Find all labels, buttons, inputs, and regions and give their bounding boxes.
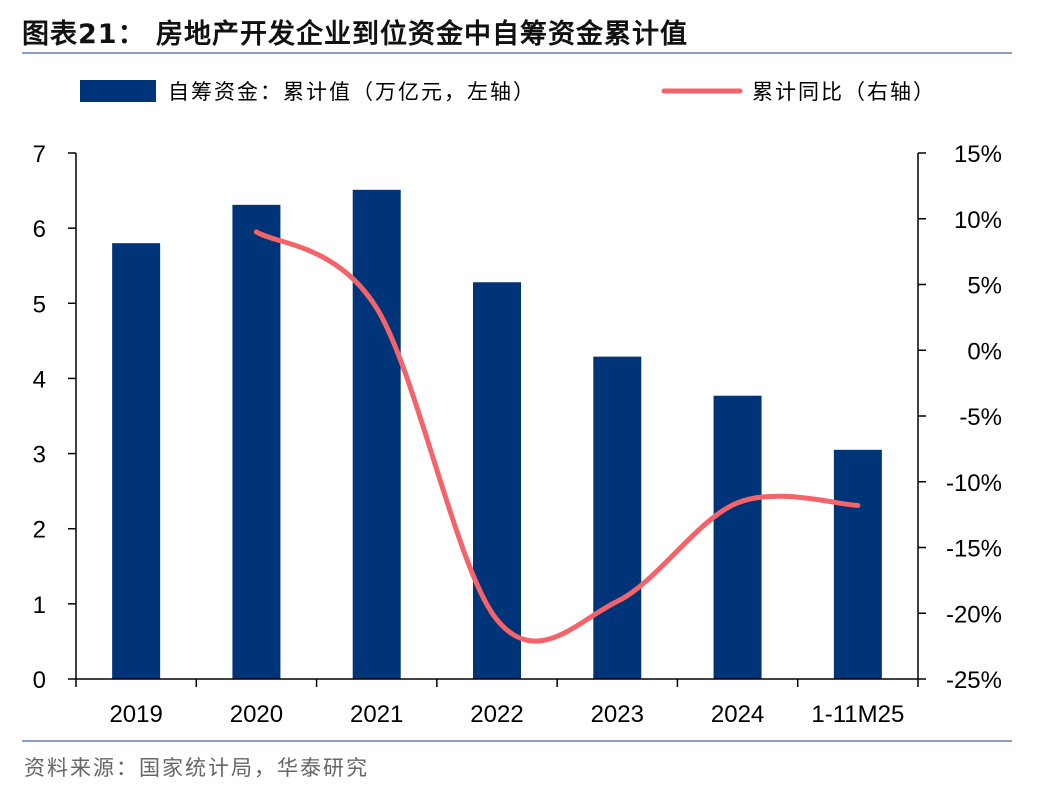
y-left-tick-label: 5 [33, 291, 46, 318]
bar-2022 [473, 282, 521, 679]
x-tick-label-2024: 2024 [711, 701, 764, 728]
source-divider [22, 740, 1012, 742]
legend-swatch-bar [80, 80, 156, 102]
y-left-tick-label: 6 [33, 216, 46, 243]
bar-series [112, 189, 882, 679]
y-left-tick-label: 4 [33, 366, 46, 393]
x-tick-label-2021: 2021 [350, 701, 403, 728]
bar-2021 [352, 189, 401, 679]
y-left-tick-label: 7 [33, 141, 46, 168]
source-note: 资料来源：国家统计局，华泰研究 [24, 756, 369, 780]
y-right-tick-label: -5% [959, 404, 1002, 431]
x-tick-label-2023: 2023 [591, 701, 644, 728]
bar-1-11M25 [833, 449, 882, 679]
bar-2019 [112, 243, 161, 679]
legend-label-bar: 自筹资金：累计值（万亿元，左轴） [168, 80, 536, 104]
y-right-tick-label: -25% [946, 667, 1002, 694]
y-right-tick-label: -20% [946, 601, 1002, 628]
yoy-line [253, 229, 861, 644]
bar-2020 [232, 204, 281, 679]
title-divider [22, 52, 1012, 54]
y-right-tick-label: 0% [967, 338, 1002, 365]
y-right-tick-label: 10% [954, 207, 1002, 234]
y-left-tick-label: 2 [33, 517, 46, 544]
legend: 自筹资金：累计值（万亿元，左轴） 累计同比（右轴） [80, 80, 936, 104]
bar-2024 [713, 395, 762, 679]
y-right-tick-label: -10% [946, 470, 1002, 497]
line-series [253, 229, 861, 644]
x-tick-label-2019: 2019 [109, 701, 162, 728]
x-tick-label-1-11M25: 1-11M25 [811, 701, 904, 728]
x-tick-label-2020: 2020 [230, 701, 283, 728]
x-tick-label-2022: 2022 [470, 701, 523, 728]
y-right-tick-label: 5% [967, 273, 1002, 300]
legend-label-line: 累计同比（右轴） [752, 80, 936, 104]
y-left-tick-label: 1 [33, 592, 46, 619]
bar-2023 [593, 356, 642, 679]
y-left-tick-label: 3 [33, 442, 46, 469]
chart-title: 图表21： 房地产开发企业到位资金中自筹资金累计值 [22, 19, 688, 50]
axes: 0 1 2 3 4 5 6 7 -25% -20% -15% -10% -5% 0% 5% 10% 15% 201… [33, 141, 1002, 728]
y-left-tick-label: 0 [33, 667, 46, 694]
y-right-tick-label: 15% [954, 141, 1002, 168]
y-right-tick-label: -15% [946, 536, 1002, 563]
